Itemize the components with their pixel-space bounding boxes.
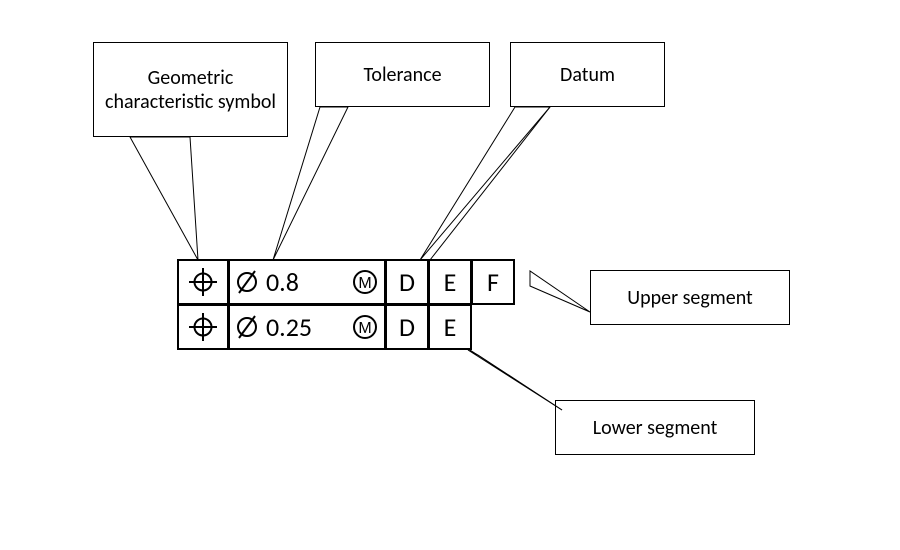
feature-control-frame: 0.8 M D E F (178, 260, 515, 350)
position-symbol-cell (177, 304, 229, 350)
callout-tolerance: Tolerance (315, 42, 490, 107)
label-text: Geometric characteristic symbol (102, 66, 279, 114)
label-text: Tolerance (363, 63, 441, 87)
callout-datum: Datum (510, 42, 665, 107)
label-text: Datum (560, 63, 615, 87)
datum-cell: D (385, 304, 429, 350)
datum-cell: E (428, 304, 472, 350)
datum-cell: D (385, 259, 429, 305)
tolerance-cell: 0.8 M (228, 259, 386, 305)
tolerance-value: 0.8 (264, 266, 346, 298)
diameter-icon (236, 313, 258, 341)
datum-letter: F (487, 266, 499, 298)
datum-letter: E (444, 311, 457, 343)
callout-geometric-symbol: Geometric characteristic symbol (93, 42, 288, 137)
true-position-icon (189, 268, 217, 296)
svg-text:M: M (358, 320, 371, 337)
tolerance-value: 0.25 (264, 311, 346, 343)
label-text: Upper segment (627, 286, 752, 310)
datum-letter: E (444, 266, 457, 298)
fcf-lower-row: 0.25 M D E (178, 305, 515, 350)
diameter-icon (236, 268, 258, 296)
callout-lower-segment: Lower segment (555, 400, 755, 455)
mmc-icon: M (352, 314, 378, 340)
datum-cell: F (471, 259, 515, 305)
true-position-icon (189, 313, 217, 341)
datum-letter: D (399, 266, 415, 298)
position-symbol-cell (177, 259, 229, 305)
label-text: Lower segment (593, 416, 718, 440)
fcf-upper-row: 0.8 M D E F (178, 260, 515, 305)
datum-letter: D (399, 311, 415, 343)
callout-upper-segment: Upper segment (590, 270, 790, 325)
datum-cell: E (428, 259, 472, 305)
tolerance-cell: 0.25 M (228, 304, 386, 350)
svg-text:M: M (358, 275, 371, 292)
mmc-icon: M (352, 269, 378, 295)
